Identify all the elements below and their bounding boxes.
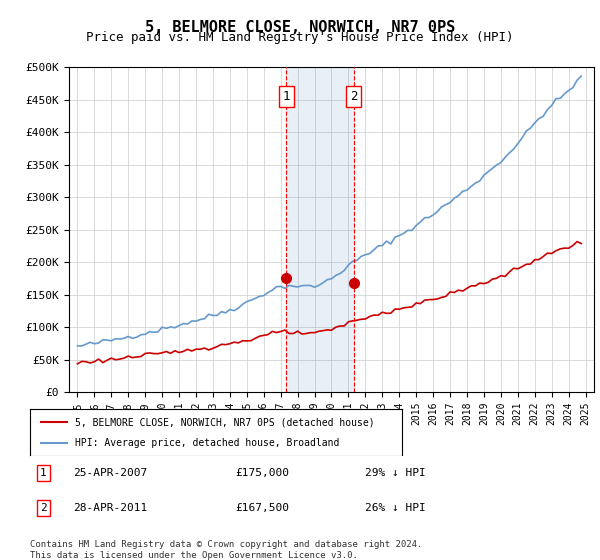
Text: 26% ↓ HPI: 26% ↓ HPI [365,503,425,513]
Text: Price paid vs. HM Land Registry's House Price Index (HPI): Price paid vs. HM Land Registry's House … [86,31,514,44]
Text: 2: 2 [350,90,358,103]
Text: 5, BELMORE CLOSE, NORWICH, NR7 0PS: 5, BELMORE CLOSE, NORWICH, NR7 0PS [145,20,455,35]
Text: Contains HM Land Registry data © Crown copyright and database right 2024.
This d: Contains HM Land Registry data © Crown c… [30,540,422,560]
Text: 28-APR-2011: 28-APR-2011 [73,503,148,513]
Text: HPI: Average price, detached house, Broadland: HPI: Average price, detached house, Broa… [74,438,339,448]
Text: 5, BELMORE CLOSE, NORWICH, NR7 0PS (detached house): 5, BELMORE CLOSE, NORWICH, NR7 0PS (deta… [74,417,374,427]
Text: 2: 2 [40,503,47,513]
Text: £175,000: £175,000 [235,468,289,478]
Text: 29% ↓ HPI: 29% ↓ HPI [365,468,425,478]
Text: 25-APR-2007: 25-APR-2007 [73,468,148,478]
Text: 1: 1 [283,90,290,103]
Text: £167,500: £167,500 [235,503,289,513]
Bar [286,67,354,392]
Text: 1: 1 [40,468,47,478]
